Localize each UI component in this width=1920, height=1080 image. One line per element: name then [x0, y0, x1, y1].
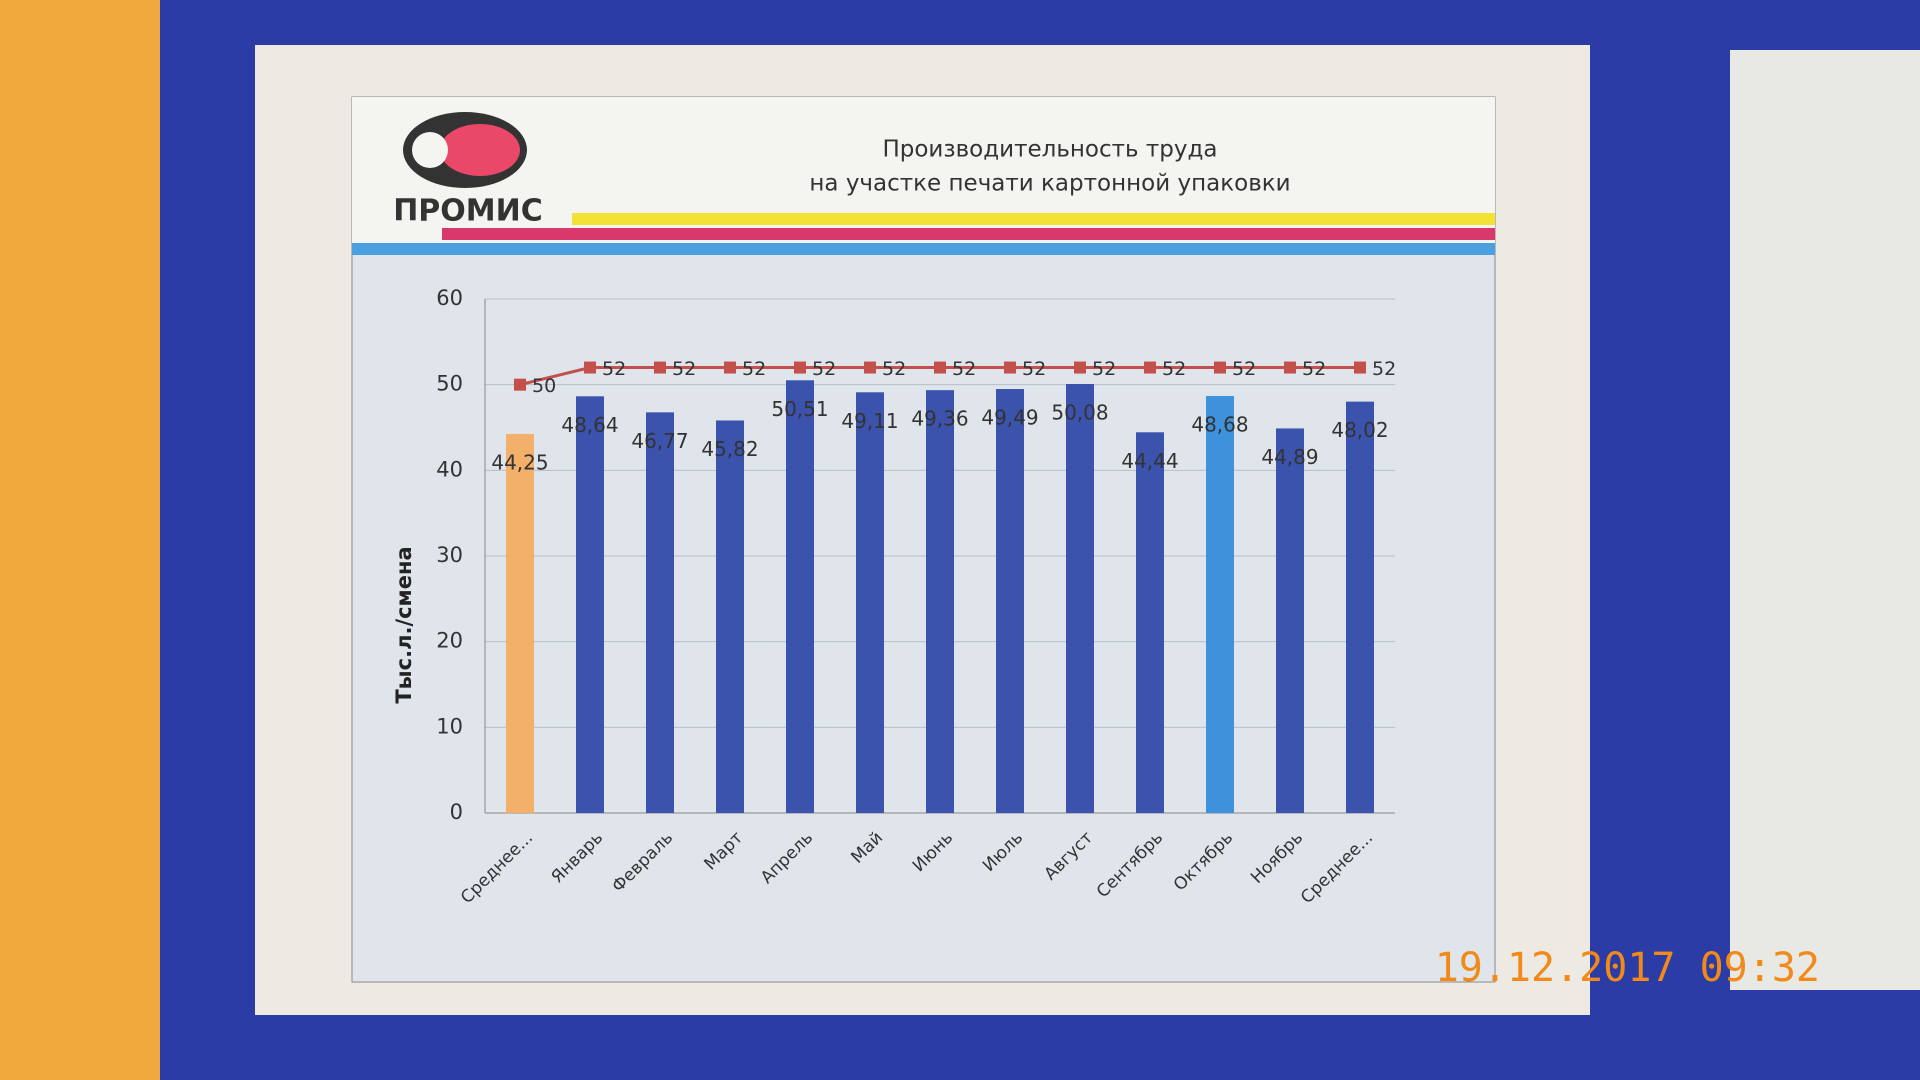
bar — [1206, 395, 1234, 813]
stripe-red — [442, 228, 1495, 240]
stripe-yellow — [572, 213, 1495, 225]
bar — [996, 389, 1024, 813]
line-marker — [1004, 361, 1016, 374]
bar-value-label: 44,44 — [1121, 449, 1178, 473]
line-marker — [584, 361, 596, 374]
logo-mark — [440, 124, 520, 176]
stripe-blue — [352, 243, 1495, 255]
bar-value-label: 49,11 — [841, 409, 898, 433]
line-marker — [934, 361, 946, 374]
chart-subtitle: на участке печати картонной упаковки — [809, 171, 1290, 197]
logo-text: ПРОМИС — [393, 194, 543, 229]
bar — [926, 390, 954, 813]
bar — [1346, 401, 1374, 813]
line-value-label: 52 — [1022, 358, 1046, 380]
bar — [1066, 383, 1094, 813]
line-marker — [514, 378, 526, 391]
bar-value-label: 48,64 — [561, 413, 618, 437]
line-value-label: 52 — [1092, 358, 1116, 380]
y-tick-label: 60 — [436, 286, 463, 310]
bar — [1136, 432, 1164, 813]
y-axis-label: Тыс.л./смена — [392, 546, 416, 703]
line-value-label: 52 — [952, 358, 976, 380]
line-value-label: 52 — [602, 358, 626, 380]
chart-title: Производительность труда — [882, 137, 1217, 163]
line-value-label: 52 — [742, 358, 766, 380]
line-value-label: 52 — [672, 358, 696, 380]
bar — [786, 380, 814, 813]
bar — [716, 420, 744, 813]
line-value-label: 52 — [1372, 358, 1396, 380]
line-value-label: 52 — [1162, 358, 1186, 380]
bar — [646, 412, 674, 813]
bar-value-label: 48,68 — [1191, 412, 1248, 436]
y-tick-label: 30 — [436, 543, 463, 567]
bar-value-label: 50,51 — [771, 397, 828, 421]
bar-value-label: 44,89 — [1261, 445, 1318, 469]
bar-value-label: 44,25 — [491, 450, 548, 474]
timestamp: 19.12.2017 09:32 — [1435, 945, 1820, 991]
line-marker — [1354, 361, 1366, 374]
line-value-label: 52 — [1302, 358, 1326, 380]
line-marker — [794, 361, 806, 374]
wall — [0, 0, 160, 1080]
line-marker — [1074, 361, 1086, 374]
y-tick-label: 40 — [436, 457, 463, 481]
y-tick-label: 20 — [436, 629, 463, 653]
bar-value-label: 49,49 — [981, 406, 1038, 430]
line-marker — [724, 361, 736, 374]
bar — [506, 433, 534, 813]
side-sheet — [1730, 50, 1920, 990]
y-tick-label: 10 — [436, 714, 463, 738]
line-value-label: 52 — [812, 358, 836, 380]
bar-value-label: 50,08 — [1051, 400, 1108, 424]
y-tick-label: 0 — [450, 800, 463, 824]
bar — [576, 396, 604, 813]
bar-value-label: 48,02 — [1331, 418, 1388, 442]
line-value-label: 52 — [882, 358, 906, 380]
line-value-label: 50 — [532, 375, 556, 397]
line-marker — [1284, 361, 1296, 374]
logo-mark — [412, 132, 448, 168]
line-marker — [1214, 361, 1226, 374]
line-marker — [1144, 361, 1156, 374]
y-tick-label: 50 — [436, 372, 463, 396]
bar-value-label: 49,36 — [911, 407, 968, 431]
bar — [856, 392, 884, 813]
bar — [1276, 428, 1304, 813]
bar-value-label: 46,77 — [631, 429, 688, 453]
header-band — [352, 97, 1495, 252]
line-marker — [864, 361, 876, 374]
line-marker — [654, 361, 666, 374]
bar-value-label: 45,82 — [701, 437, 758, 461]
line-value-label: 52 — [1232, 358, 1256, 380]
